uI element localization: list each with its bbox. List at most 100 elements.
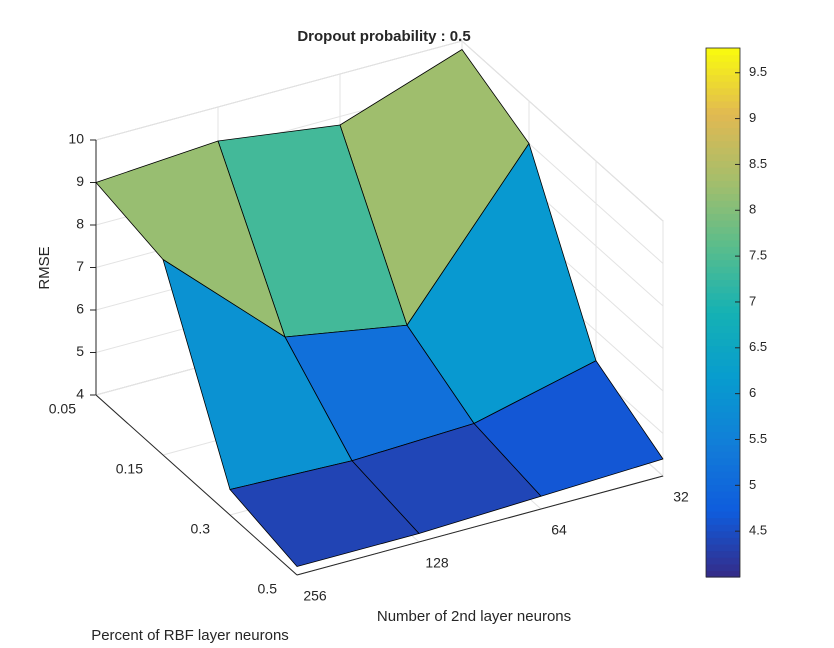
colorbar-cell <box>706 120 740 128</box>
colorbar-cell <box>706 438 740 446</box>
colorbar-cell <box>706 305 740 314</box>
colorbar-cell <box>706 524 740 532</box>
colorbar-cell <box>706 186 740 195</box>
colorbar-tick-label: 7 <box>749 293 756 308</box>
colorbar-cell <box>706 206 740 214</box>
colorbar-cell <box>706 67 740 76</box>
colorbar-cell <box>706 444 740 452</box>
colorbar-tick-label: 5 <box>749 477 756 492</box>
x-tick-label: 256 <box>303 588 327 604</box>
colorbar-cell <box>706 530 740 538</box>
x-tick-label: 128 <box>425 555 449 571</box>
colorbar-tick-label: 4.5 <box>749 523 767 538</box>
colorbar-cell <box>706 147 740 155</box>
y-axis-label: Percent of RBF layer neurons <box>91 627 289 644</box>
axis-line <box>95 394 298 576</box>
colorbar-cell <box>706 325 740 333</box>
colorbar-cell <box>706 491 740 499</box>
colorbar-cell <box>706 352 740 360</box>
colorbar-cell <box>706 266 740 274</box>
colorbar-cell <box>706 358 740 366</box>
z-tick-label: 7 <box>76 258 84 274</box>
colorbar-cell <box>706 504 740 512</box>
colorbar-cell <box>706 338 740 347</box>
y-tick-label: 0.3 <box>191 521 211 537</box>
colorbar-cell <box>706 226 740 234</box>
colorbar-cell <box>706 405 740 413</box>
x-tick-label: 32 <box>673 489 689 505</box>
colorbar-cell <box>706 252 740 261</box>
colorbar-cell <box>706 81 740 89</box>
colorbar-cell <box>706 219 740 228</box>
colorbar-cell <box>706 286 740 294</box>
colorbar-cell <box>706 160 740 168</box>
colorbar-cell <box>706 140 740 148</box>
colorbar-cell <box>706 239 740 247</box>
colorbar-cell <box>706 167 740 175</box>
surface-patch <box>229 460 420 567</box>
colorbar-cell <box>706 550 740 558</box>
z-tick-label: 5 <box>76 343 84 359</box>
colorbar-cell <box>706 213 740 221</box>
colorbar-cell <box>706 107 740 115</box>
colorbar-cell <box>706 411 740 419</box>
colorbar-tick-label: 6 <box>749 385 756 400</box>
colorbar-cell <box>706 74 740 82</box>
colorbar-cell <box>706 61 740 69</box>
colorbar-cell <box>706 464 740 472</box>
z-tick-label: 10 <box>68 131 84 147</box>
colorbar-cell <box>706 510 740 519</box>
colorbar-cell <box>706 292 740 300</box>
colorbar-cell <box>706 246 740 254</box>
axis-line <box>296 475 664 576</box>
colorbar-tick-label: 7.5 <box>749 248 767 263</box>
colorbar-cell <box>706 451 740 459</box>
colorbar-cell <box>706 200 740 208</box>
colorbar-cell <box>706 471 740 479</box>
colorbar-cell <box>706 153 740 162</box>
y-tick-label: 0.15 <box>116 461 143 477</box>
colorbar-cell <box>706 299 740 307</box>
colorbar-cell <box>706 391 740 400</box>
colorbar-cell <box>706 484 740 492</box>
colorbar-frame <box>705 47 741 578</box>
y-tick-label: 0.05 <box>49 401 76 417</box>
z-tick-label: 4 <box>76 386 84 402</box>
z-tick-label: 9 <box>76 173 84 189</box>
colorbar-cell <box>706 48 740 56</box>
colorbar-cell <box>706 372 740 380</box>
colorbar-cell <box>706 114 740 122</box>
y-tick-label: 0.5 <box>258 581 278 597</box>
colorbar-tick-label: 6.5 <box>749 339 767 354</box>
colorbar-cell <box>706 345 740 353</box>
colorbar-cell <box>706 319 740 327</box>
x-tick-label: 64 <box>551 522 567 538</box>
colorbar-cell <box>706 272 740 281</box>
colorbar-cell <box>706 312 740 320</box>
colorbar-cell <box>706 279 740 287</box>
z-axis-label: RMSE <box>36 246 53 289</box>
colorbar-cell <box>706 100 740 109</box>
colorbar-cell <box>706 365 740 373</box>
colorbar-cell <box>706 233 740 241</box>
colorbar-cell <box>706 424 740 433</box>
colorbar-tick-label: 9.5 <box>749 64 767 79</box>
colorbar-cell <box>706 543 740 552</box>
colorbar-cell <box>706 398 740 406</box>
colorbar-cell <box>706 332 740 340</box>
colorbar-cell <box>706 537 740 545</box>
colorbar-cell <box>706 127 740 135</box>
colorbar-cell <box>706 173 740 181</box>
colorbar-tick-label: 5.5 <box>749 431 767 446</box>
colorbar-cell <box>706 54 740 62</box>
colorbar-cell <box>706 457 740 466</box>
colorbar-cell <box>706 497 740 505</box>
colorbar-cell <box>706 517 740 525</box>
colorbar-cell <box>706 418 740 426</box>
colorbar-tick-label: 9 <box>749 110 756 125</box>
x-axis-label: Number of 2nd layer neurons <box>377 608 571 625</box>
colorbar-cell <box>706 94 740 102</box>
colorbar-cell <box>706 385 740 393</box>
